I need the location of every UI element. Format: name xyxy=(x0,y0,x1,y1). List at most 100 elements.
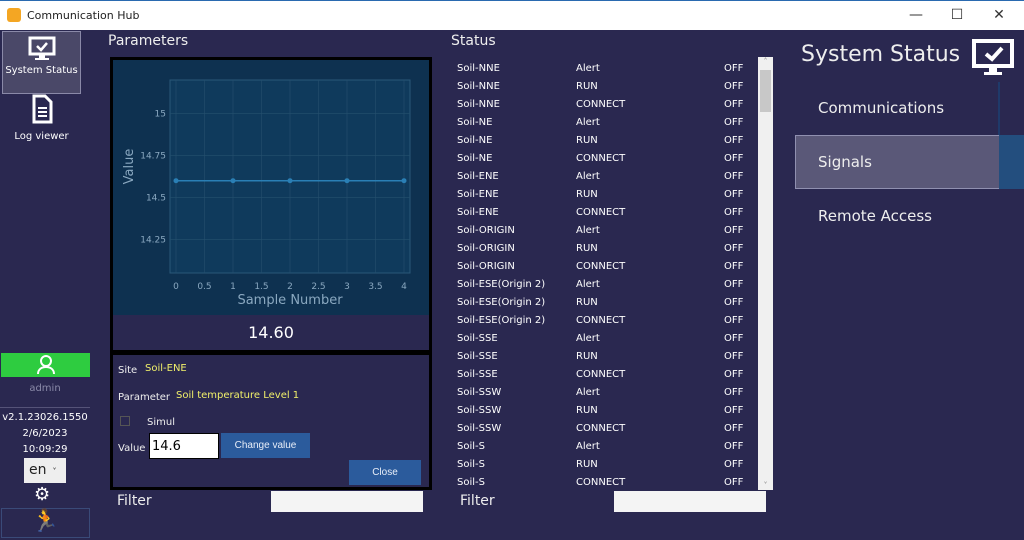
status-row[interactable]: Soil-SSW CONNECT OFF xyxy=(452,419,757,437)
status-row[interactable]: Soil-SSE RUN OFF xyxy=(452,347,757,365)
status-row[interactable]: Soil-SSE Alert OFF xyxy=(452,329,757,347)
minimize-button[interactable]: — xyxy=(909,7,923,23)
status-row[interactable]: Soil-SSW Alert OFF xyxy=(452,383,757,401)
maximize-button[interactable]: ☐ xyxy=(950,7,964,23)
status-row[interactable]: Soil-ORIGIN CONNECT OFF xyxy=(452,257,757,275)
status-state: OFF xyxy=(724,63,744,74)
data-point xyxy=(173,178,179,184)
simul-checkbox[interactable] xyxy=(120,416,130,426)
status-state: OFF xyxy=(724,171,744,182)
status-row[interactable]: Soil-S Alert OFF xyxy=(452,437,757,455)
x-tick-label: 4 xyxy=(401,282,407,292)
x-axis-label: Sample Number xyxy=(237,293,343,308)
y-tick-label: 14.25 xyxy=(140,235,166,245)
exit-icon: 🏃 xyxy=(31,509,60,534)
logout-button[interactable]: 🏃 xyxy=(1,508,90,538)
chart-panel: 0 0.5 1 1.5 2 2.5 3 3.5 4 15 14.75 14.5 14.25 Sample … xyxy=(110,57,432,353)
status-filter-input[interactable] xyxy=(614,491,766,512)
status-row[interactable]: Soil-NNE CONNECT OFF xyxy=(452,95,757,113)
status-site: Soil-NE xyxy=(457,117,493,128)
status-signal: Alert xyxy=(576,441,600,452)
parameters-title: Parameters xyxy=(108,33,189,49)
status-site: Soil-ESE(Origin 2) xyxy=(457,297,546,308)
status-signal: Alert xyxy=(576,63,600,74)
status-row[interactable]: Soil-ORIGIN Alert OFF xyxy=(452,221,757,239)
status-scrollbar[interactable]: ˄ ˅ xyxy=(758,57,773,490)
scroll-up-icon[interactable]: ˄ xyxy=(763,57,768,66)
sidebar-item-system-status[interactable]: System Status xyxy=(2,31,81,94)
status-state: OFF xyxy=(724,153,744,164)
status-row[interactable]: Soil-NNE RUN OFF xyxy=(452,77,757,95)
status-row[interactable]: Soil-ESE(Origin 2) RUN OFF xyxy=(452,293,757,311)
status-row[interactable]: Soil-ORIGIN RUN OFF xyxy=(452,239,757,257)
monitor-check-icon xyxy=(972,39,1014,75)
y-tick-label: 14.75 xyxy=(140,152,166,162)
parameters-filter-input[interactable] xyxy=(271,491,423,512)
status-site: Soil-SSW xyxy=(457,423,502,434)
status-state: OFF xyxy=(724,297,744,308)
status-row[interactable]: Soil-S CONNECT OFF xyxy=(452,473,757,490)
status-state: OFF xyxy=(724,279,744,290)
status-state: OFF xyxy=(724,387,744,398)
status-signal: CONNECT xyxy=(576,477,626,488)
status-signal: CONNECT xyxy=(576,369,626,380)
close-button[interactable]: Close xyxy=(349,460,421,485)
status-signal: RUN xyxy=(576,189,598,200)
status-signal: CONNECT xyxy=(576,315,626,326)
status-state: OFF xyxy=(724,423,744,434)
nav-item-signals[interactable]: Signals xyxy=(818,153,872,171)
nav-item-remote-access[interactable]: Remote Access xyxy=(818,207,932,225)
value-input[interactable] xyxy=(149,433,219,459)
status-row[interactable]: Soil-NNE Alert OFF xyxy=(452,59,757,77)
status-state: OFF xyxy=(724,225,744,236)
status-state: OFF xyxy=(724,117,744,128)
language-select[interactable]: en ˅ xyxy=(24,458,66,483)
status-site: Soil-SSW xyxy=(457,405,502,416)
nav-item-communications[interactable]: Communications xyxy=(818,99,945,117)
status-row[interactable]: Soil-NE RUN OFF xyxy=(452,131,757,149)
status-state: OFF xyxy=(724,369,744,380)
parameters-filter-label: Filter xyxy=(117,493,152,509)
status-state: OFF xyxy=(724,315,744,326)
status-row[interactable]: Soil-ESE(Origin 2) CONNECT OFF xyxy=(452,311,757,329)
status-row[interactable]: Soil-SSW RUN OFF xyxy=(452,401,757,419)
scroll-down-icon[interactable]: ˅ xyxy=(763,481,768,490)
site-value: Soil-ENE xyxy=(145,363,187,374)
title-bar: Communication Hub — ☐ ✕ xyxy=(0,0,1024,30)
value-label: Value xyxy=(118,443,146,454)
site-label: Site xyxy=(118,365,138,376)
status-row[interactable]: Soil-ENE CONNECT OFF xyxy=(452,203,757,221)
user-badge[interactable] xyxy=(1,353,90,377)
status-list: Soil-NNE Alert OFF Soil-NNE RUN OFF Soil-NNE CO… xyxy=(452,57,773,490)
change-value-button[interactable]: Change value xyxy=(221,433,310,458)
status-row[interactable]: Soil-ENE Alert OFF xyxy=(452,167,757,185)
gear-icon[interactable]: ⚙ xyxy=(34,484,51,505)
sidebar-item-log-viewer[interactable]: Log viewer xyxy=(2,94,81,157)
data-point xyxy=(401,178,407,184)
status-signal: Alert xyxy=(576,225,600,236)
x-tick-label: 3 xyxy=(344,282,350,292)
sidebar-item-label: System Status xyxy=(5,65,78,76)
y-tick-label: 15 xyxy=(155,110,166,120)
status-site: Soil-ENE xyxy=(457,171,499,182)
x-tick-label: 1 xyxy=(230,282,236,292)
status-site: Soil-ORIGIN xyxy=(457,243,515,254)
language-value: en xyxy=(29,462,47,478)
status-signal: RUN xyxy=(576,81,598,92)
status-site: Soil-NNE xyxy=(457,99,500,110)
status-state: OFF xyxy=(724,243,744,254)
simul-label: Simul xyxy=(147,417,175,428)
status-signal: RUN xyxy=(576,243,598,254)
scrollbar-thumb[interactable] xyxy=(760,70,771,112)
status-row[interactable]: Soil-NE CONNECT OFF xyxy=(452,149,757,167)
status-site: Soil-ENE xyxy=(457,207,499,218)
selection-indicator xyxy=(999,135,1024,189)
status-row[interactable]: Soil-ENE RUN OFF xyxy=(452,185,757,203)
status-row[interactable]: Soil-S RUN OFF xyxy=(452,455,757,473)
x-tick-label: 2 xyxy=(287,282,293,292)
status-row[interactable]: Soil-NE Alert OFF xyxy=(452,113,757,131)
close-window-button[interactable]: ✕ xyxy=(993,7,1005,23)
status-row[interactable]: Soil-ESE(Origin 2) Alert OFF xyxy=(452,275,757,293)
status-site: Soil-ESE(Origin 2) xyxy=(457,315,546,326)
status-row[interactable]: Soil-SSE CONNECT OFF xyxy=(452,365,757,383)
